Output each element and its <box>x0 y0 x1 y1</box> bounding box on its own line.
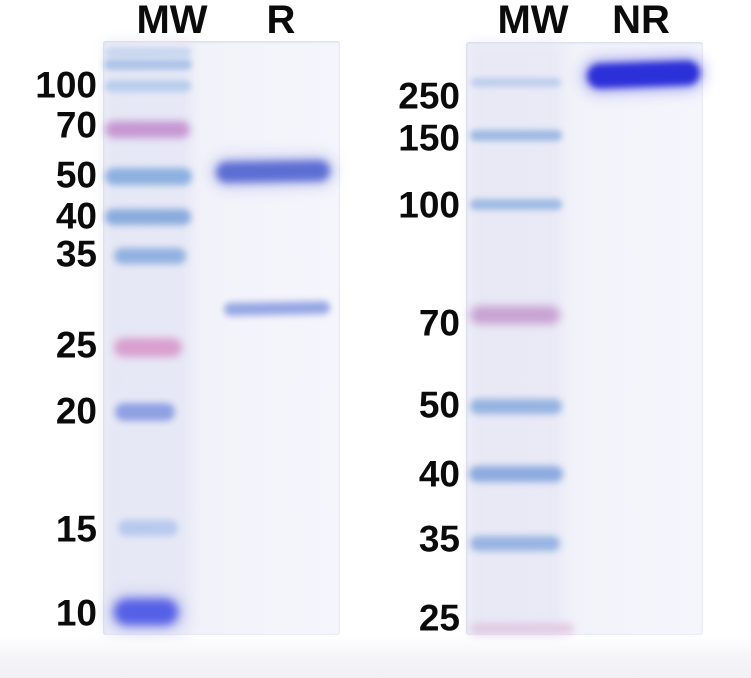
marker-band-150kda <box>470 129 562 141</box>
marker-band-35kda <box>470 535 560 551</box>
marker-band-25kda <box>470 622 574 634</box>
mw-label-150: 150 <box>398 117 460 159</box>
mw-label-40: 40 <box>418 453 460 495</box>
reduced-gel-sample-lower-band <box>223 300 331 316</box>
marker-band-35kda <box>114 248 186 264</box>
marker-band-50kda <box>104 167 192 185</box>
mw-label-50: 50 <box>55 154 97 196</box>
marker-band-15kda <box>118 520 178 536</box>
lane-header-mw: MW <box>136 0 208 42</box>
mw-label-70: 70 <box>55 104 97 146</box>
mw-label-25: 25 <box>418 597 460 639</box>
marker-band-70kda <box>104 120 190 138</box>
mw-label-15: 15 <box>55 508 97 550</box>
mw-label-50: 50 <box>418 384 460 426</box>
mw-label-40: 40 <box>55 195 97 237</box>
page-bottom-shading <box>0 636 751 678</box>
marker-band-100kda <box>470 198 562 210</box>
mw-label-25: 25 <box>55 324 97 366</box>
lane-header-r: R <box>266 0 296 42</box>
marker-band-25kda <box>114 337 182 357</box>
mw-label-70: 70 <box>418 302 460 344</box>
marker-band-40kda <box>469 466 563 482</box>
marker-band-40kda <box>105 209 191 225</box>
marker-band-50kda <box>470 398 562 414</box>
marker-band-250kda <box>471 77 561 87</box>
mw-label-10: 10 <box>55 592 97 634</box>
marker-band-20kda <box>115 403 175 421</box>
mw-label-100: 100 <box>35 64 97 106</box>
mw-label-100: 100 <box>398 184 460 226</box>
mw-label-35: 35 <box>55 233 97 275</box>
mw-label-250: 250 <box>398 75 460 117</box>
mw-label-35: 35 <box>418 518 460 560</box>
non-reduced-gel-sample-upper-band <box>586 59 700 89</box>
reduced-gel-sample-upper-band <box>215 159 331 183</box>
marker-band-100kda <box>105 80 191 92</box>
marker-band-approx-150kda <box>104 58 192 70</box>
lane-header-mw: MW <box>497 0 569 42</box>
marker-band-approx-250kda <box>105 47 191 57</box>
marker-band-70kda <box>470 306 560 324</box>
mw-label-20: 20 <box>55 390 97 432</box>
lane-header-nr: NR <box>612 0 670 42</box>
marker-band-10kda <box>114 599 178 625</box>
